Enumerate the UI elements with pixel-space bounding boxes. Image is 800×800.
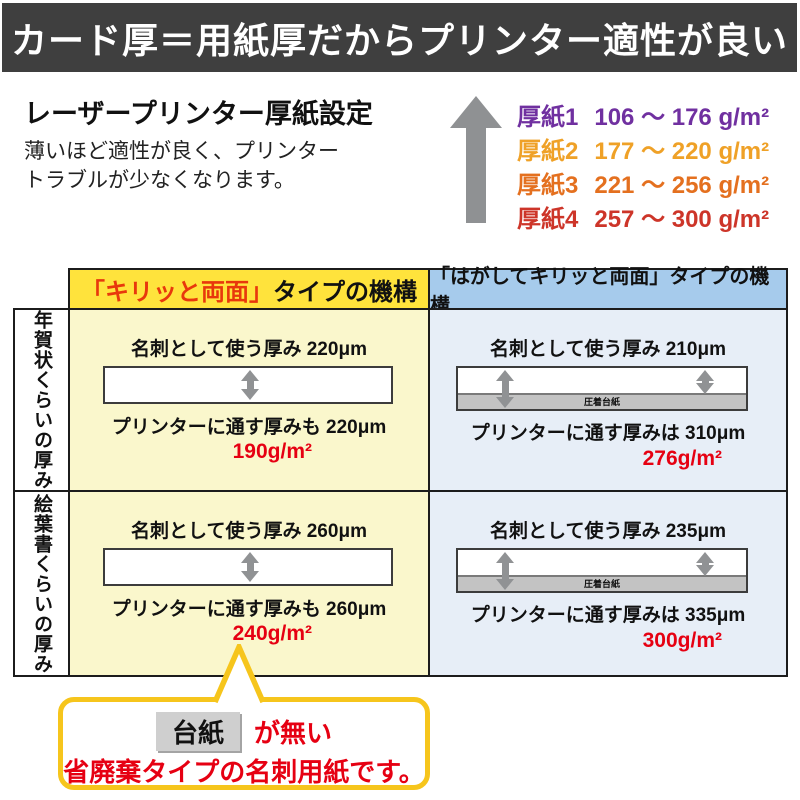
scale-item-atsugami-3: 厚紙3 221 ～ 256 g/m²: [517, 165, 769, 199]
row-label-ehagaki: 絵葉書くらいの厚み: [13, 490, 70, 677]
up-arrow-shaft: [466, 126, 486, 223]
paper-weight-value: 300g/m²: [642, 629, 722, 652]
scale-item-atsugami-1: 厚紙1 106 ～ 176 g/m²: [517, 97, 769, 131]
thickness-scale-list: 厚紙1 106 ～ 176 g/m² 厚紙2 177 ～ 220 g/m² 厚紙…: [517, 97, 769, 233]
double-arrow-icon: [496, 552, 514, 590]
section-description: 薄いほど適性が良く、プリンター トラブルが少なくなります。: [24, 138, 339, 196]
cell-hagashite-row2: 名刺として使う厚み 235μm 圧着台紙 プリンターに通す厚みは 335μm 3…: [428, 490, 788, 677]
callout-bubble: 台紙 が無い 省廃棄タイプの名刺用紙です。: [58, 697, 430, 790]
column-header-highlight: 「キリッと両面」: [81, 278, 273, 306]
callout-tail-icon: [212, 644, 266, 704]
double-arrow-icon: [241, 552, 259, 582]
column-header-kiritto: 「キリッと両面」 タイプの機構: [68, 268, 430, 310]
section-title: レーザープリンター厚紙設定: [24, 99, 373, 129]
double-arrow-icon: [496, 370, 514, 408]
scale-range: 177 ～ 220 g/m²: [594, 138, 770, 165]
cell-kiritto-row2: 名刺として使う厚み 260μm プリンターに通す厚みも 260μm 240g/m…: [68, 490, 430, 677]
double-arrow-icon: [696, 552, 714, 576]
scale-range: 221 ～ 256 g/m²: [594, 172, 770, 199]
paper-weight-value: 240g/m²: [232, 622, 312, 645]
backing-strip-label: 圧着台紙: [458, 393, 746, 409]
cell-hagashite-row1: 名刺として使う厚み 210μm 圧着台紙 プリンターに通す厚みは 310μm 2…: [428, 308, 788, 492]
feed-thickness-caption: プリンターに通す厚みも 220μm: [111, 417, 387, 438]
use-thickness-caption: 名刺として使う厚み 210μm: [490, 339, 726, 360]
use-thickness-caption: 名刺として使う厚み 260μm: [131, 521, 367, 542]
scale-range: 257 ～ 300 g/m²: [594, 206, 770, 233]
base-card-chip: 台紙: [155, 712, 240, 751]
paper-weight-value: 190g/m²: [232, 440, 312, 463]
callout-line-1: 台紙 が無い: [63, 712, 425, 751]
card-cross-section: [103, 548, 393, 586]
description-line-1: 薄いほど適性が良く、プリンター: [24, 140, 339, 163]
feed-thickness-caption: プリンターに通す厚みも 260μm: [111, 599, 387, 620]
scale-label: 厚紙3: [517, 172, 579, 199]
paper-weight-value: 276g/m²: [642, 447, 722, 470]
backing-strip-label: 圧着台紙: [458, 575, 746, 591]
page-title-banner: カード厚＝用紙厚だからプリンター適性が良い: [2, 3, 797, 72]
callout-after-chip: が無い: [254, 718, 333, 748]
callout-line-2: 省廃棄タイプの名刺用紙です。: [63, 757, 425, 787]
row-label-nengajo: 年賀状くらいの厚み: [13, 308, 70, 492]
scale-item-atsugami-2: 厚紙2 177 ～ 220 g/m²: [517, 131, 769, 165]
scale-label: 厚紙4: [517, 206, 579, 233]
description-line-2: トラブルが少なくなります。: [24, 168, 295, 192]
scale-range: 106 ～ 176 g/m²: [594, 104, 770, 131]
use-thickness-caption: 名刺として使う厚み 220μm: [131, 339, 367, 360]
use-thickness-caption: 名刺として使う厚み 235μm: [490, 521, 726, 542]
scale-item-atsugami-4: 厚紙4 257 ～ 300 g/m²: [517, 199, 769, 233]
feed-thickness-caption: プリンターに通す厚みは 335μm: [470, 605, 746, 626]
up-arrow-icon: [450, 96, 502, 128]
feed-thickness-caption: プリンターに通す厚みは 310μm: [470, 423, 746, 444]
scale-label: 厚紙1: [517, 104, 579, 131]
card-cross-section: [103, 366, 393, 404]
double-arrow-icon: [696, 370, 714, 394]
double-arrow-icon: [241, 370, 259, 400]
cell-kiritto-row1: 名刺として使う厚み 220μm プリンターに通す厚みも 220μm 190g/m…: [68, 308, 430, 492]
column-header-hagashite: 「はがしてキリッと両面」タイプの機構: [428, 266, 788, 317]
column-header-rest: タイプの機構: [273, 278, 417, 306]
scale-label: 厚紙2: [517, 138, 579, 165]
card-with-backing-cross-section: 圧着台紙: [456, 366, 748, 411]
card-with-backing-cross-section: 圧着台紙: [456, 548, 748, 593]
